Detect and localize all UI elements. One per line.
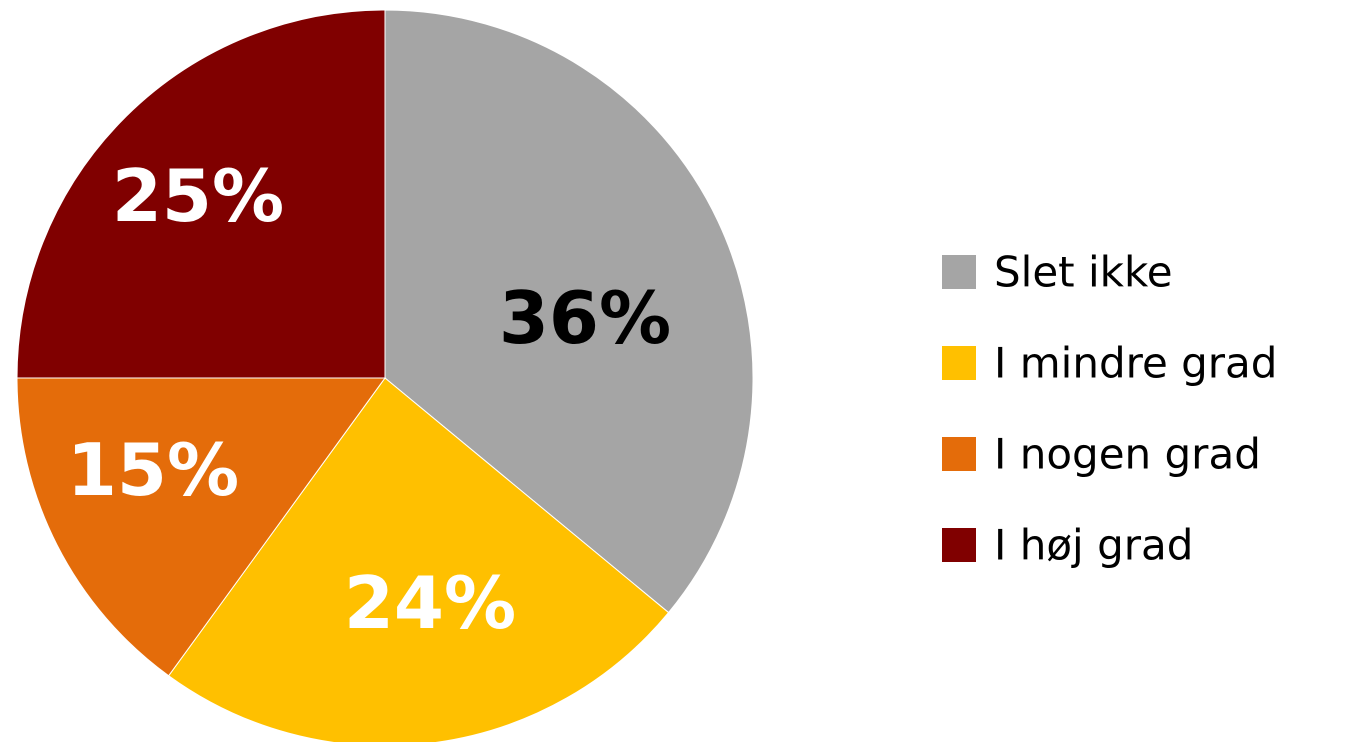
legend-item-i-hoj-grad: I høj grad <box>942 521 1193 570</box>
data-label-slet-ikke: 36% <box>499 276 671 360</box>
legend-swatch <box>942 437 976 471</box>
legend-item-slet-ikke: Slet ikke <box>942 248 1173 297</box>
legend-label: I mindre grad <box>994 339 1277 388</box>
data-label-i-hoj-grad: 25% <box>112 154 284 238</box>
data-label-i-nogen-grad: 15% <box>67 428 239 512</box>
legend-label: Slet ikke <box>994 248 1173 297</box>
legend: Slet ikke I mindre grad I nogen grad I høj … <box>942 248 1277 570</box>
legend-swatch <box>942 528 976 562</box>
pie-slice-i-hoj-grad <box>16 9 386 379</box>
pie-slice-slet-ikke <box>384 9 754 614</box>
pie-data-labels: 36% 24% 15% 25% <box>67 154 671 645</box>
legend-item-i-nogen-grad: I nogen grad <box>942 430 1261 479</box>
legend-swatch <box>942 346 976 380</box>
pie-slices <box>16 9 754 742</box>
legend-label: I høj grad <box>994 521 1193 570</box>
data-label-i-mindre-grad: 24% <box>344 561 516 645</box>
legend-swatch <box>942 255 976 289</box>
pie-slice-i-mindre-grad <box>168 377 670 742</box>
legend-item-i-mindre-grad: I mindre grad <box>942 339 1277 388</box>
pie-slice-i-nogen-grad <box>16 377 386 677</box>
legend-label: I nogen grad <box>994 430 1261 479</box>
